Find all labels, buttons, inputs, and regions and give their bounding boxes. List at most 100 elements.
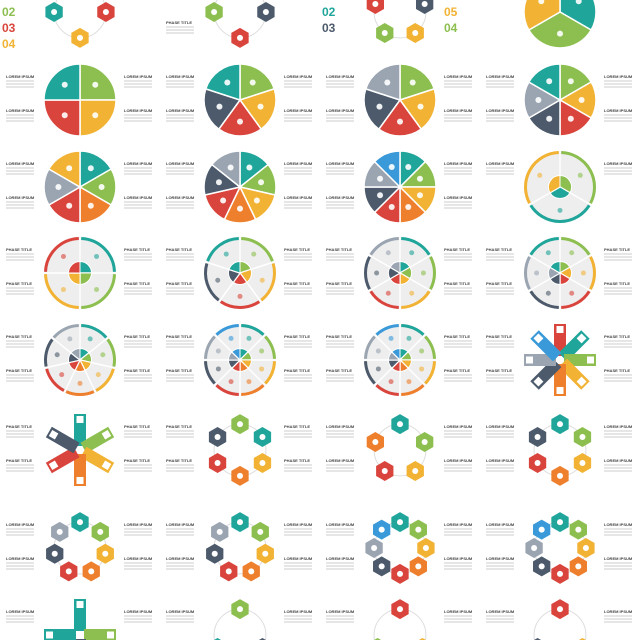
- icon: [214, 434, 221, 441]
- label-title: LOREM IPSUM: [604, 556, 633, 561]
- label-title: LOREM IPSUM: [166, 161, 195, 166]
- panel: PHASE TITLE PHASE TITLE PHASE TITLE PHASE T…: [166, 237, 312, 309]
- petal: [558, 330, 590, 362]
- icon: [397, 421, 403, 428]
- label-title: LOREM IPSUM: [444, 161, 473, 166]
- icon: [60, 287, 66, 293]
- segment: [43, 99, 81, 137]
- icon: [377, 175, 384, 182]
- icon: [107, 631, 114, 639]
- label-title: PHASE TITLE: [124, 424, 150, 429]
- ring-arc: [364, 256, 371, 290]
- icon: [92, 81, 99, 88]
- icon: [214, 459, 221, 466]
- icon: [412, 467, 419, 474]
- icon: [569, 290, 575, 296]
- icon: [94, 287, 100, 293]
- label-title: PHASE TITLE: [166, 281, 192, 286]
- label-title: PHASE TITLE: [326, 334, 352, 339]
- icon: [237, 118, 243, 125]
- icon: [51, 550, 58, 557]
- icon: [253, 197, 260, 204]
- ring-arc: [375, 384, 399, 396]
- label-title: LOREM IPSUM: [604, 108, 633, 113]
- icon: [375, 366, 381, 372]
- icon: [377, 192, 384, 199]
- label-title: PHASE TITLE: [6, 247, 32, 252]
- label-title: LOREM IPSUM: [6, 556, 35, 561]
- icon: [55, 184, 62, 190]
- icon: [378, 526, 385, 533]
- icon: [237, 519, 243, 526]
- icon: [98, 184, 105, 190]
- icon: [557, 30, 563, 37]
- icon: [262, 9, 269, 15]
- panel: PHASE TITLE PHASE TITLE PHASE TITLE PHASE T…: [166, 414, 312, 486]
- segment: [79, 63, 117, 101]
- icon: [375, 348, 381, 354]
- step-number: 05: [444, 5, 458, 19]
- ring-arc: [215, 384, 239, 396]
- label-title: PHASE TITLE: [166, 368, 192, 373]
- icon: [223, 251, 229, 257]
- ring-arc: [401, 324, 425, 336]
- ring-arc: [424, 361, 436, 385]
- ring-arc: [369, 290, 399, 309]
- core-segment: [549, 260, 561, 274]
- icon: [537, 172, 543, 178]
- icon: [415, 526, 422, 533]
- ring-arc: [204, 263, 220, 302]
- label-title: PHASE TITLE: [444, 281, 470, 286]
- icon: [577, 172, 583, 178]
- panel: LOREM IPSUM LOREM IPSUM: [166, 599, 313, 640]
- icon: [59, 372, 65, 378]
- panel: LOREM IPSUM LOREM IPSUM: [6, 599, 153, 640]
- petal: [564, 354, 596, 366]
- icon: [237, 205, 243, 212]
- node: [418, 637, 426, 640]
- icon: [421, 0, 428, 7]
- label-title: PHASE TITLE: [604, 281, 630, 286]
- step-number: 03: [2, 21, 16, 35]
- icon: [557, 570, 563, 577]
- icon: [415, 563, 422, 570]
- label-title: LOREM IPSUM: [6, 522, 35, 527]
- segment: [238, 87, 277, 131]
- icon: [372, 438, 379, 445]
- panel: PHASE TITLE PHASE TITLE PHASE TITLE PHASE T…: [486, 324, 632, 396]
- segment: [527, 63, 561, 102]
- label-title: PHASE TITLE: [284, 247, 310, 252]
- label-title: PHASE TITLE: [166, 20, 192, 25]
- icon: [557, 472, 563, 479]
- icon: [88, 568, 95, 575]
- icon: [259, 459, 266, 466]
- icon: [397, 118, 403, 125]
- icon: [246, 164, 253, 171]
- icon: [56, 528, 63, 535]
- ring-arc: [524, 151, 559, 204]
- icon: [237, 606, 243, 613]
- ring-arc: [65, 390, 95, 396]
- icon: [237, 472, 243, 479]
- icon: [87, 336, 93, 342]
- icon: [251, 251, 257, 257]
- icon: [225, 568, 232, 575]
- icon: [381, 29, 388, 36]
- icon: [249, 79, 256, 86]
- icon: [66, 165, 73, 172]
- label-title: LOREM IPSUM: [444, 458, 473, 463]
- icon: [76, 416, 84, 423]
- panel: LOREM IPSUM LOREM IPSUM LOREM IPSUM LOREM I…: [326, 414, 473, 481]
- panel: LOREM IPSUM LOREM IPSUM: [326, 599, 473, 640]
- petal: [74, 454, 86, 486]
- label-title: LOREM IPSUM: [124, 556, 153, 561]
- icon: [580, 270, 586, 276]
- ring-arc: [589, 256, 596, 290]
- ring-arc: [219, 300, 261, 309]
- label-title: LOREM IPSUM: [326, 108, 355, 113]
- label-title: LOREM IPSUM: [604, 609, 633, 614]
- label-title: LOREM IPSUM: [284, 108, 313, 113]
- label-title: LOREM IPSUM: [326, 609, 355, 614]
- node: [578, 637, 586, 640]
- label-title: LOREM IPSUM: [444, 195, 473, 200]
